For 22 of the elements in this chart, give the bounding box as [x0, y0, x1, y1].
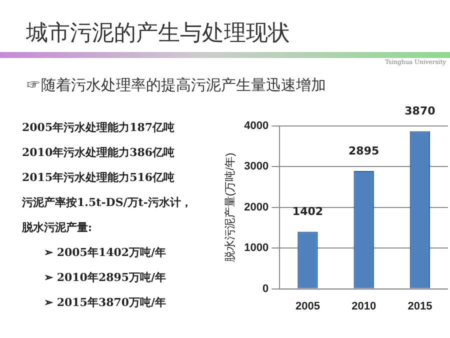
data-label: 1402	[292, 205, 324, 218]
data-label: 2895	[348, 144, 380, 158]
text: ➢ 2015年3870万吨/年	[43, 295, 168, 311]
y-tick-label: 2000	[244, 201, 269, 214]
y-tick-label: 4000	[244, 120, 269, 132]
x-tick-label: 2010	[352, 300, 376, 312]
y-tick-label: 0	[262, 282, 269, 295]
chart-title: 城市污泥的产生与处理现状	[26, 20, 290, 48]
chart-subtitle: ☞随着污水处理率的提高污泥产生量迅速增加	[26, 76, 326, 95]
text: 污泥产率按1.5t-DS/万t-污水计，	[22, 195, 192, 211]
text: 脱水污泥产量:	[22, 220, 94, 236]
y-tick-label: 1000	[244, 242, 269, 254]
text: ➢ 2010年2895万吨/年	[43, 270, 168, 286]
text: 2015年污水处理能力516亿吨	[22, 170, 176, 186]
x-tick-label: 2005	[295, 300, 320, 312]
text: 2005年污水处理能力187亿吨	[22, 120, 176, 136]
y-tick-label: 3000	[244, 160, 269, 173]
text: 2010年污水处理能力386亿吨	[22, 145, 176, 161]
text: ➢ 2005年1402万吨/年	[43, 245, 168, 261]
y-axis-title: 脱水污泥产量(万吨/年)	[224, 152, 237, 262]
x-tick-label: 2015	[408, 300, 432, 312]
data-label: 3870	[404, 104, 436, 118]
